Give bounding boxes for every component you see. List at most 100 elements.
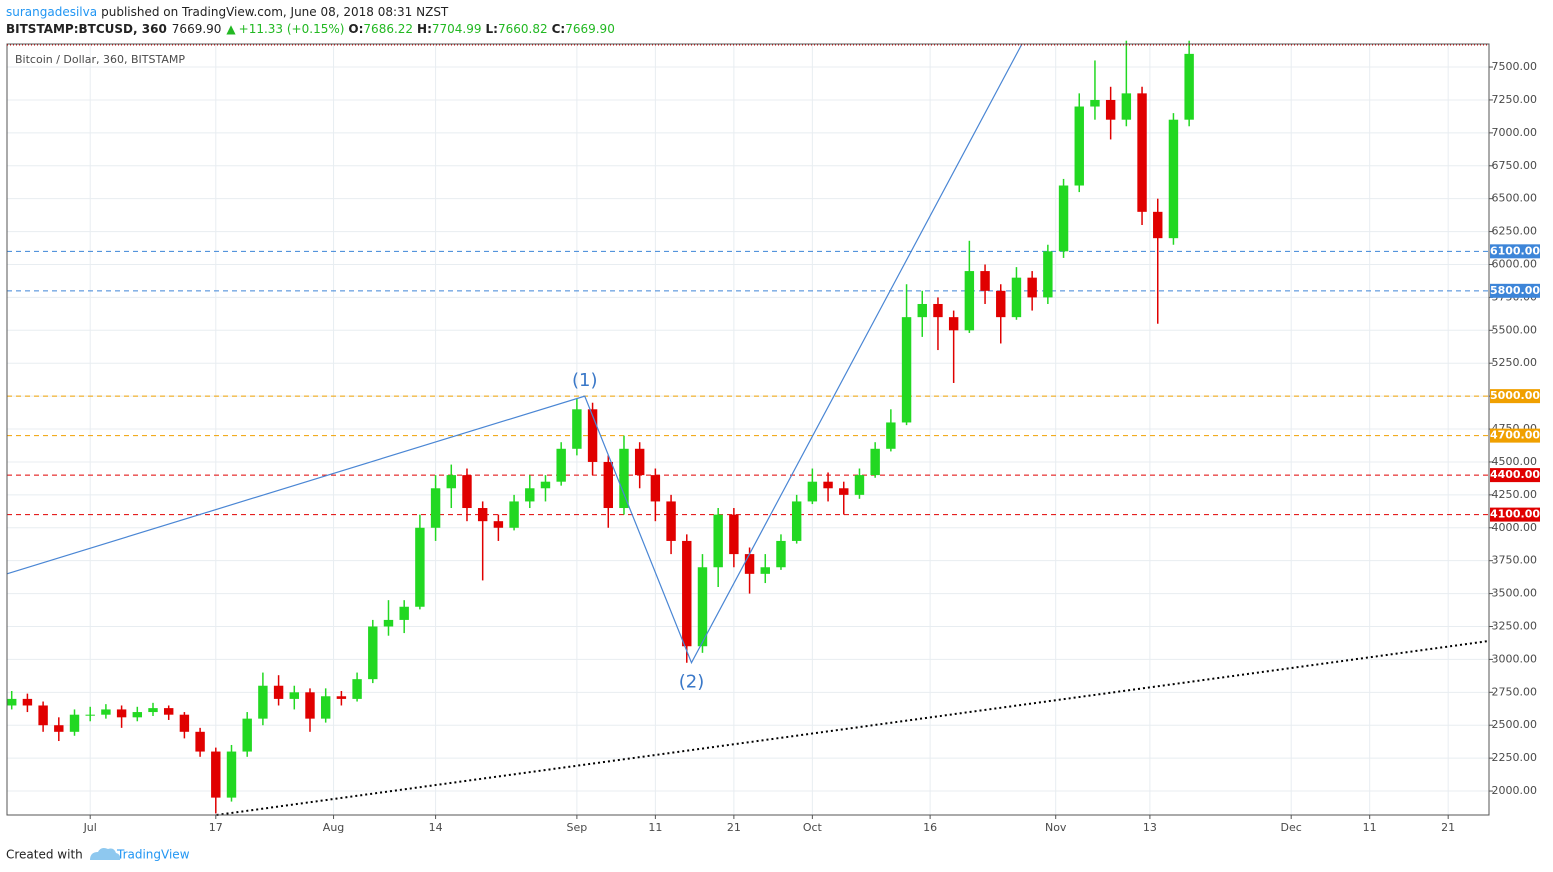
- trend-line: [216, 639, 1490, 816]
- candle-body: [493, 521, 504, 528]
- candle-body: [634, 448, 645, 476]
- candle-body: [1168, 119, 1179, 239]
- candle-body: [116, 709, 127, 718]
- candle-body: [1153, 211, 1163, 239]
- y-tick-label: 6250.00: [1492, 225, 1538, 238]
- candle-body: [839, 488, 849, 495]
- quote-line: BITSTAMP:BTCUSD, 360 7669.90 ▲ +11.33 (+0.1…: [6, 22, 615, 36]
- x-tick-label: 11: [1363, 821, 1377, 834]
- candle-body: [682, 540, 692, 647]
- y-tick-label: 5500.00: [1492, 323, 1538, 336]
- y-tick-label: 7000.00: [1492, 126, 1538, 139]
- candle-body: [399, 606, 409, 620]
- candle-body: [148, 708, 158, 713]
- y-tick-label: 4000.00: [1492, 521, 1538, 534]
- y-tick-label: 3750.00: [1492, 554, 1538, 567]
- x-tick-label: Jul: [83, 821, 97, 834]
- candle-body: [964, 271, 975, 331]
- candle-body: [211, 751, 221, 798]
- candle-body: [729, 514, 739, 555]
- candle-body: [996, 290, 1006, 318]
- candle-body: [807, 481, 818, 502]
- candle-body: [556, 448, 566, 482]
- change: +11.33 (+0.15%): [239, 22, 345, 36]
- y-tick-label: 6750.00: [1492, 159, 1538, 172]
- candle-body: [85, 714, 95, 716]
- candle-body: [540, 481, 551, 489]
- ohlc-value: 7704.99: [432, 22, 482, 36]
- ohlc-value: 7660.82: [498, 22, 548, 36]
- candle-body: [1074, 106, 1084, 186]
- candle-body: [305, 692, 315, 719]
- candle-body: [54, 725, 64, 732]
- ohlc-label: C:: [552, 22, 566, 36]
- candle-body: [886, 422, 896, 449]
- x-tick-label: 14: [429, 821, 443, 834]
- x-tick-label: 21: [727, 821, 741, 834]
- candle-body: [603, 461, 613, 509]
- candle-body: [273, 685, 284, 699]
- candle-body: [917, 303, 927, 318]
- logo[interactable]: [90, 848, 121, 860]
- x-tick-label: 21: [1441, 821, 1455, 834]
- level-label: 4400.00: [1490, 468, 1540, 481]
- candle-body: [870, 448, 880, 476]
- published: published on TradingView.com, June 08, 2…: [101, 5, 449, 19]
- last: 7669.90: [172, 22, 222, 36]
- user[interactable]: surangadesilva: [6, 5, 97, 19]
- candle-body: [101, 709, 111, 715]
- y-tick-label: 7500.00: [1492, 60, 1538, 73]
- candle-body: [1184, 53, 1194, 120]
- candle-body: [1027, 277, 1037, 298]
- candle-body: [760, 567, 770, 574]
- candle-body: [791, 501, 802, 541]
- x-tick-label: 11: [648, 821, 662, 834]
- candle-body: [289, 692, 300, 699]
- candle-body: [1105, 99, 1116, 120]
- candle-body: [38, 705, 48, 726]
- x-tick-label: Aug: [323, 821, 344, 834]
- footer-brand[interactable]: TradingView: [116, 848, 190, 862]
- candle-body: [525, 488, 535, 502]
- candle-body: [1137, 93, 1147, 212]
- candle-body: [854, 475, 865, 495]
- y-tick-label: 3000.00: [1492, 652, 1538, 665]
- wave-label: (1): [572, 370, 598, 391]
- y-tick-label: 4500.00: [1492, 455, 1538, 468]
- y-tick-label: 6500.00: [1492, 192, 1538, 205]
- candle-body: [226, 751, 237, 798]
- candle-body: [1090, 99, 1100, 107]
- candle-body: [933, 303, 943, 318]
- candle-body: [980, 271, 990, 291]
- candle-body: [7, 698, 17, 706]
- candle-body: [320, 696, 331, 719]
- candle-body: [1121, 93, 1132, 120]
- plot: (1) (2): [6, 40, 1490, 816]
- y-tick-label: 6000.00: [1492, 257, 1538, 270]
- candle-body: [383, 619, 394, 627]
- candle-body: [195, 731, 205, 752]
- candle-body: [1011, 277, 1022, 318]
- candle-body: [242, 718, 252, 752]
- ohlc-value: 7669.90: [565, 22, 615, 36]
- level-label: 5000.00: [1490, 389, 1540, 402]
- candle-body: [823, 481, 833, 489]
- candle-body: [572, 409, 582, 449]
- y-tick-label: 3250.00: [1492, 619, 1538, 632]
- y-tick-label: 2250.00: [1492, 751, 1538, 764]
- candle-body: [336, 696, 347, 699]
- candle-body: [430, 488, 441, 528]
- candle-body: [368, 626, 378, 680]
- candle-body: [462, 475, 472, 509]
- x-tick-label: 13: [1143, 821, 1157, 834]
- candle-body: [258, 685, 268, 719]
- candle-body: [22, 698, 33, 706]
- ohlc-label: H:: [417, 22, 432, 36]
- level-label: 4700.00: [1490, 429, 1540, 442]
- candle-body: [446, 475, 456, 489]
- candle-body: [776, 540, 786, 568]
- symbol: BITSTAMP:BTCUSD, 360: [6, 22, 167, 36]
- level-box: [1490, 428, 1540, 443]
- candle-body: [477, 508, 488, 522]
- level-label: 5800.00: [1490, 284, 1540, 297]
